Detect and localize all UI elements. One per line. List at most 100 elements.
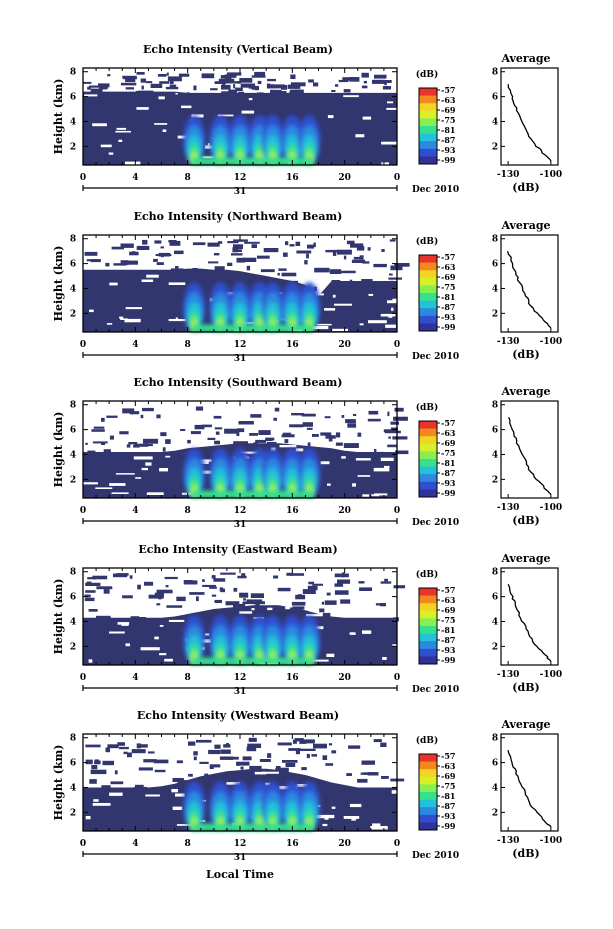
avg-x-tick-label: -100 xyxy=(540,170,563,180)
echo-gap xyxy=(265,782,270,786)
panel-title: Echo Intensity (Vertical Beam) xyxy=(143,43,333,56)
colorbar-tick-label: -99 xyxy=(441,155,456,165)
colorbar-tick-label: -99 xyxy=(441,488,456,498)
x-tick-label: 0 xyxy=(80,673,86,683)
echo-speck xyxy=(275,767,289,773)
x-tick-label: 4 xyxy=(132,839,138,849)
x-tick-label: 0 xyxy=(394,673,400,683)
echo-speck xyxy=(329,269,342,274)
echo-gap xyxy=(207,143,210,146)
echo-speck xyxy=(106,415,118,418)
echo-speck xyxy=(260,269,275,273)
avg-x-tick-label: -130 xyxy=(497,170,520,180)
echo-speck xyxy=(331,90,336,92)
colorbar-segment xyxy=(419,610,437,619)
colorbar-segment xyxy=(419,784,437,793)
x-axis-label: Local Time xyxy=(206,868,274,881)
echo-speck xyxy=(103,449,111,453)
echo-gap xyxy=(370,826,388,830)
echo-gap xyxy=(202,156,214,159)
echo-speck xyxy=(356,246,365,251)
echo-speck xyxy=(334,573,349,578)
echo-gap xyxy=(324,308,336,311)
echo-speck xyxy=(85,590,96,593)
echo-specks xyxy=(85,406,409,455)
echo-gap xyxy=(349,803,362,808)
colorbar-tick-label: -93 xyxy=(441,645,456,655)
echo-gap xyxy=(332,328,348,332)
day-label: 31 xyxy=(234,520,247,530)
echo-speck xyxy=(170,268,184,272)
echo-speck xyxy=(274,84,278,88)
echo-gap xyxy=(226,782,240,785)
echo-speck xyxy=(255,439,267,443)
echo-speck xyxy=(129,251,139,256)
colorbar-tick-label: -69 xyxy=(441,272,456,282)
x-tick-label: 20 xyxy=(338,506,351,516)
echo-speck xyxy=(188,773,193,777)
echo-speck xyxy=(237,428,245,433)
echo-speck xyxy=(136,72,145,75)
echo-speck xyxy=(361,279,373,282)
echo-speck xyxy=(284,439,289,444)
echo-speck xyxy=(210,88,218,91)
echo-speck xyxy=(147,751,155,754)
echo-speck xyxy=(237,575,247,579)
echo-speck xyxy=(304,260,308,265)
echo-specks xyxy=(84,572,406,622)
echo-speck xyxy=(109,435,114,440)
echo-gap xyxy=(396,486,406,489)
echo-speck xyxy=(156,589,173,594)
echo-speck xyxy=(220,572,236,575)
echo-speck xyxy=(84,251,98,256)
panel-3: Echo Intensity (Eastward Beam) 2 4 6 8 0 4 8 12 1… xyxy=(52,543,562,697)
y-tick-label: 2 xyxy=(70,142,76,152)
colorbar-segment xyxy=(419,141,437,150)
avg-title: Average xyxy=(500,552,550,565)
colorbar-segment xyxy=(419,255,437,263)
echo-speck xyxy=(174,250,184,255)
echo-speck xyxy=(236,432,240,436)
echo-speck xyxy=(382,86,391,90)
echo-speck xyxy=(143,759,157,763)
echo-speck xyxy=(175,266,179,269)
echo-speck xyxy=(196,596,199,602)
echo-speck xyxy=(139,617,142,622)
echo-speck xyxy=(271,605,277,610)
echo-speck xyxy=(169,80,174,85)
y-tick-label: 2 xyxy=(70,642,76,652)
avg-y-tick-label: 8 xyxy=(492,734,498,744)
echo-gap xyxy=(181,105,192,109)
echo-speck xyxy=(282,760,298,763)
echo-gap xyxy=(118,139,123,142)
echo-speck xyxy=(113,263,127,266)
echo-gap xyxy=(388,316,393,318)
echo-speck xyxy=(107,74,111,77)
day-label: 31 xyxy=(234,687,247,697)
echo-speck xyxy=(133,786,148,791)
echo-speck xyxy=(266,83,271,89)
echo-gap xyxy=(109,282,118,286)
colorbar-tick-label: -63 xyxy=(441,262,456,272)
echo-gap xyxy=(352,483,356,487)
echo-speck xyxy=(251,75,266,78)
echo-gap xyxy=(109,483,126,486)
echo-speck xyxy=(238,421,254,425)
echo-speck xyxy=(143,438,159,444)
date-label: Dec 2010 xyxy=(412,685,459,695)
echo-gap xyxy=(312,326,329,330)
echo-gap xyxy=(343,95,359,98)
panel-1: Echo Intensity (Northward Beam) 2 4 6 8 0 4 8 12… xyxy=(52,210,562,364)
echo-speck xyxy=(145,81,153,84)
x-tick-label: 4 xyxy=(132,173,138,183)
echo-speck xyxy=(172,778,184,782)
colorbar-unit: (dB) xyxy=(416,69,438,80)
x-tick-label: 20 xyxy=(338,839,351,849)
echo-gap xyxy=(146,274,159,278)
colorbar-tick-label: -87 xyxy=(441,801,455,811)
echo-speck xyxy=(340,270,356,274)
echo-speck xyxy=(91,765,98,770)
echo-speck xyxy=(288,748,301,751)
echo-speck xyxy=(257,255,270,259)
echo-gap xyxy=(387,101,394,104)
